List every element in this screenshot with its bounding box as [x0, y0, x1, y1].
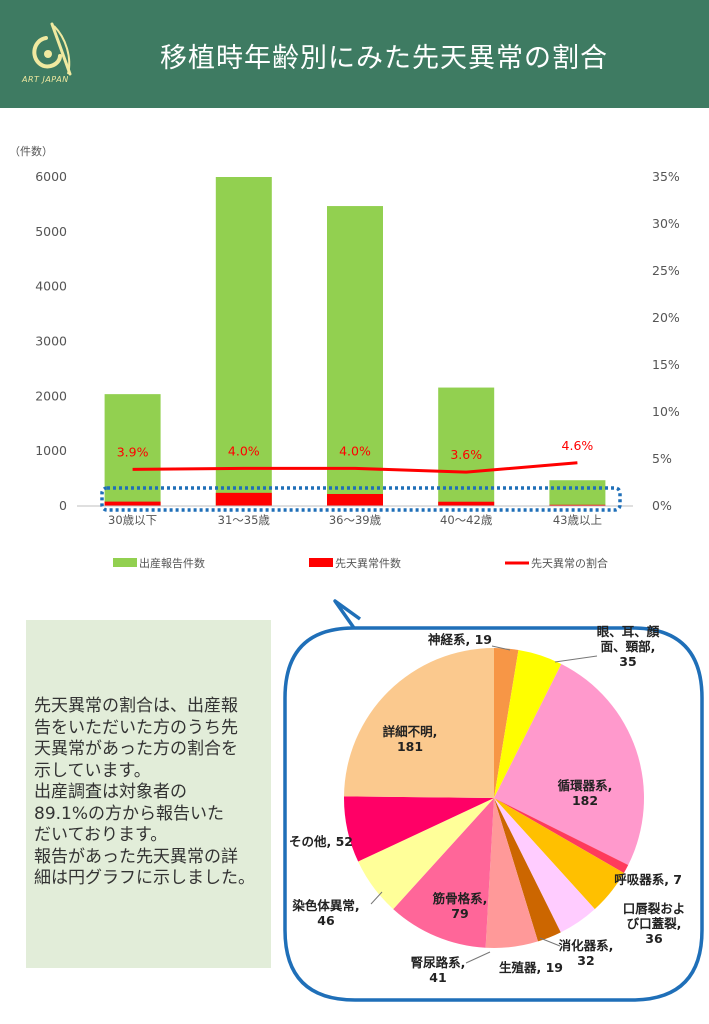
y2-tick-label: 35%	[652, 169, 680, 184]
y2-tick-label: 20%	[652, 310, 680, 325]
header-banner: ART JAPAN 移植時年齢別にみた先天異常の割合	[0, 0, 709, 108]
legend-swatch	[113, 558, 137, 567]
ratio-data-label: 4.6%	[562, 438, 594, 453]
note-line: 出産調査は対象者の	[34, 782, 187, 802]
pie-slice-label: 神経系, 19	[428, 632, 492, 647]
pie-slice-label: 生殖器, 19	[499, 960, 563, 975]
note-line: だいております。	[34, 825, 168, 845]
y2-tick-label: 15%	[652, 357, 680, 372]
note-line: 報告があった先天異常の詳	[34, 846, 238, 867]
pie-slice	[485, 798, 538, 948]
y-tick-label: 1000	[35, 443, 67, 458]
note-line: 天異常があった方の割合を	[34, 739, 238, 759]
pie-slice	[494, 650, 562, 798]
y-tick-label: 5000	[35, 224, 67, 239]
pie-slice	[393, 798, 494, 948]
page-title: 移植時年齢別にみた先天異常の割合	[160, 43, 608, 74]
pie-slice	[494, 798, 624, 910]
anomaly-count-bar	[215, 492, 272, 506]
art-japan-logo-icon	[32, 22, 72, 76]
pie-slice-label: 筋骨格系, 79	[432, 891, 488, 921]
y-axis-title: （件数）	[9, 145, 53, 158]
birth-count-bar	[215, 177, 272, 506]
y-tick-label: 0	[59, 498, 67, 513]
x-tick-label: 40～42歳	[440, 513, 493, 527]
pie-slice-label: 腎尿路系, 41	[411, 955, 466, 985]
note-line: 告をいただいた方のうち先	[34, 717, 238, 738]
pie-leader-line	[554, 655, 598, 663]
note-box	[26, 620, 271, 968]
pie-slice	[358, 798, 494, 910]
pie-slice	[494, 648, 519, 798]
y2-tick-label: 10%	[652, 404, 680, 419]
pie-leader-line	[370, 891, 383, 905]
pie-slice	[344, 796, 494, 862]
age-bar-chart: （件数） 0 1000 2000 3000 4000 5000 6000 0% 5% 10% 15% 2…	[9, 145, 680, 570]
pie-slice-label: 消化器系, 32	[559, 938, 614, 968]
highlight-dotted-box	[100, 486, 622, 512]
pie-slice	[344, 648, 494, 798]
pie-slice	[494, 663, 644, 866]
ratio-data-label: 4.0%	[228, 443, 260, 458]
y2-tick-label: 25%	[652, 263, 680, 278]
pie-slice	[494, 798, 561, 942]
birth-count-bar	[327, 206, 383, 506]
x-tick-label: 36～39歳	[329, 513, 382, 527]
anomaly-count-bar	[438, 501, 495, 506]
note-line: 示しています。	[34, 760, 151, 781]
legend-label: 先天異常件数	[335, 557, 401, 570]
y-tick-label: 4000	[35, 279, 67, 294]
pie-slice	[494, 798, 595, 933]
pie-leader-line	[539, 937, 561, 947]
logo-text: ART JAPAN	[22, 75, 69, 84]
note-line: 先天異常の割合は、出産報	[34, 696, 238, 716]
anomaly-pie-chart: 神経系, 19 眼、耳、顔面、頸部, 35 循環器系, 182 呼吸器系, 7 口唇裂および…	[283, 599, 704, 1002]
pie-slice-label: 眼、耳、顔面、頸部, 35	[597, 624, 660, 669]
y2-tick-label: 5%	[652, 451, 672, 466]
pie-slice-label: その他, 52	[289, 834, 353, 849]
y-tick-label: 3000	[35, 334, 67, 349]
anomaly-count-bar	[549, 504, 606, 506]
pie-leader-line	[465, 951, 491, 964]
pie-slice	[494, 798, 629, 873]
x-tick-label: 43歳以上	[553, 513, 602, 527]
legend-label: 先天異常の割合	[531, 556, 608, 570]
legend-swatch	[309, 558, 333, 567]
pie-slice-label: 染色体異常, 46	[291, 898, 359, 928]
pie-leader-line	[491, 645, 511, 651]
note-line: 細は円グラフに示しました。	[34, 868, 255, 888]
note-line: 89.1%の方から報告いた	[34, 803, 225, 824]
pie-slice-label: 循環器系, 182	[558, 778, 613, 808]
ratio-data-label: 3.9%	[117, 444, 149, 459]
pie-slice-label: 口唇裂および口蓋裂, 36	[623, 901, 686, 946]
note-text: 先天異常の割合は、出産報 告をいただいた方のうち先 天異常があった方の割合を 示…	[34, 696, 266, 890]
y2-tick-label: 30%	[652, 216, 680, 231]
birth-count-bar	[438, 387, 495, 506]
x-tick-label: 30歳以下	[108, 513, 157, 527]
y-tick-label: 6000	[35, 169, 67, 184]
ratio-line	[132, 461, 578, 474]
x-tick-label: 31～35歳	[218, 513, 271, 527]
anomaly-count-bar	[104, 501, 161, 506]
y-tick-label: 2000	[35, 388, 67, 403]
y2-tick-label: 0%	[652, 498, 672, 513]
ratio-data-label: 3.6%	[450, 447, 482, 462]
pie-slice-label: 詳細不明, 181	[383, 724, 438, 754]
legend-label: 出産報告件数	[139, 556, 205, 570]
pie-slice-label: 呼吸器系, 7	[614, 872, 682, 887]
birth-count-bar	[549, 480, 606, 506]
ratio-data-label: 4.0%	[339, 443, 371, 458]
anomaly-count-bar	[327, 493, 383, 506]
